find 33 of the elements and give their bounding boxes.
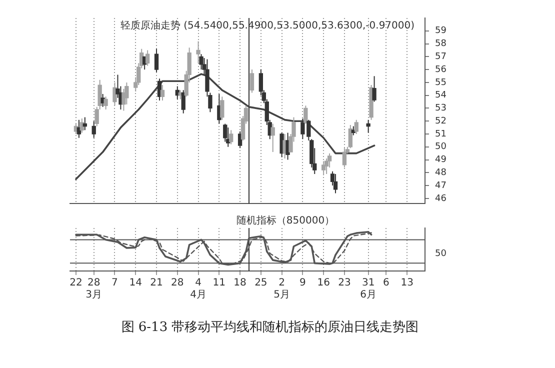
caption: 图 6-13 带移动平均线和随机指标的原油日线走势图	[120, 319, 420, 336]
x-tick-label: 2 5月	[274, 278, 290, 301]
y-tick-label: 47	[435, 180, 446, 191]
x-tick-label: 13	[400, 278, 414, 289]
x-tick-label: 28 3月	[86, 278, 102, 301]
x-tick-label: 7	[112, 278, 118, 289]
x-tick-label: 21	[150, 278, 163, 289]
y-tick-label: 52	[435, 116, 446, 126]
x-tick-label: 14	[129, 278, 142, 289]
y-tick-label: 57	[435, 52, 446, 62]
y-tick-label: 58	[435, 39, 447, 50]
chart-title: 随机指标（850000）	[236, 214, 335, 227]
y-tick-label: 48	[435, 168, 447, 178]
y-tick-label: 56	[435, 64, 447, 75]
y-tick-label: 54	[435, 90, 447, 101]
x-tick-label: 22	[70, 278, 82, 289]
x-tick-label: 28	[171, 278, 184, 289]
x-tick-label: 4 4月	[190, 278, 206, 301]
x-tick-label: 31 6月	[360, 278, 377, 301]
y-tick-label: 51	[435, 129, 446, 140]
x-tick-label: 6	[383, 278, 390, 289]
y-tick-label: 46	[435, 194, 447, 204]
x-tick-label: 16	[317, 278, 330, 289]
y-tick-label: 49	[435, 155, 447, 166]
y-tick-label: 53	[435, 104, 446, 114]
x-tick-label: 18	[234, 278, 246, 289]
x-tick-label: 25	[254, 278, 268, 289]
y-tick-label: 59	[435, 26, 447, 36]
y-tick-label: 50	[435, 142, 447, 152]
x-tick-label: 9	[300, 278, 306, 289]
x-tick-label: 11	[212, 278, 226, 289]
y-tick-label: 55	[435, 78, 446, 88]
x-tick-label: 23	[338, 278, 351, 289]
